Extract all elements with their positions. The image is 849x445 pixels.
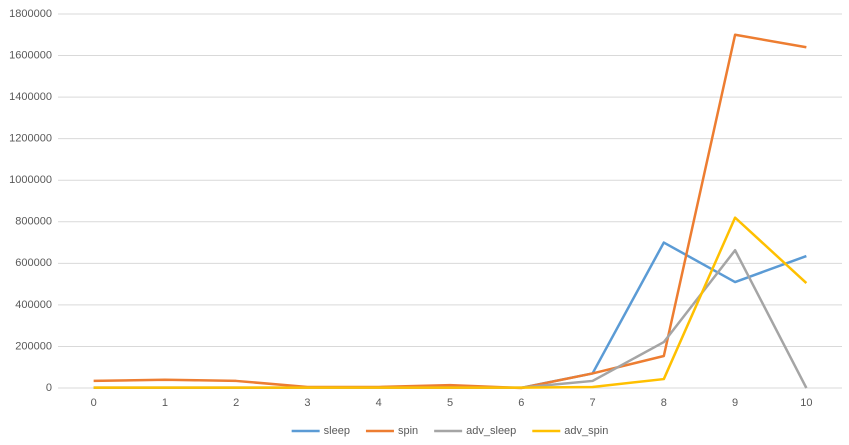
x-tick-label: 9 xyxy=(732,397,738,409)
x-tick-label: 0 xyxy=(91,397,97,409)
series-line xyxy=(93,241,807,390)
legend-label: sleep xyxy=(324,425,350,437)
series-line xyxy=(93,33,807,390)
y-tick-label: 1800000 xyxy=(9,8,52,20)
x-tick-label: 1 xyxy=(162,397,168,409)
x-tick-label: 7 xyxy=(589,397,595,409)
x-tick-label: 6 xyxy=(518,397,524,409)
y-tick-label: 1600000 xyxy=(9,49,52,61)
y-tick-label: 1000000 xyxy=(9,174,52,186)
series-line xyxy=(93,248,808,389)
y-tick-label: 1200000 xyxy=(9,133,52,145)
series-line xyxy=(93,216,808,389)
x-tick-label: 2 xyxy=(233,397,239,409)
y-tick-label: 600000 xyxy=(15,257,52,269)
legend-label: spin xyxy=(398,425,418,437)
y-tick-label: 200000 xyxy=(15,340,52,352)
y-tick-label: 800000 xyxy=(15,216,52,228)
y-tick-label: 400000 xyxy=(15,299,52,311)
x-tick-label: 8 xyxy=(661,397,667,409)
legend-label: adv_spin xyxy=(564,425,608,437)
x-tick-label: 3 xyxy=(304,397,310,409)
y-tick-label: 1400000 xyxy=(9,91,52,103)
legend: sleep spin adv_sleep adv_spin xyxy=(291,425,608,437)
x-tick-label: 5 xyxy=(447,397,453,409)
x-tick-label: 10 xyxy=(800,397,812,409)
x-tick-label: 4 xyxy=(376,397,382,409)
legend-label: adv_sleep xyxy=(466,425,516,437)
y-tick-label: 0 xyxy=(46,382,52,394)
